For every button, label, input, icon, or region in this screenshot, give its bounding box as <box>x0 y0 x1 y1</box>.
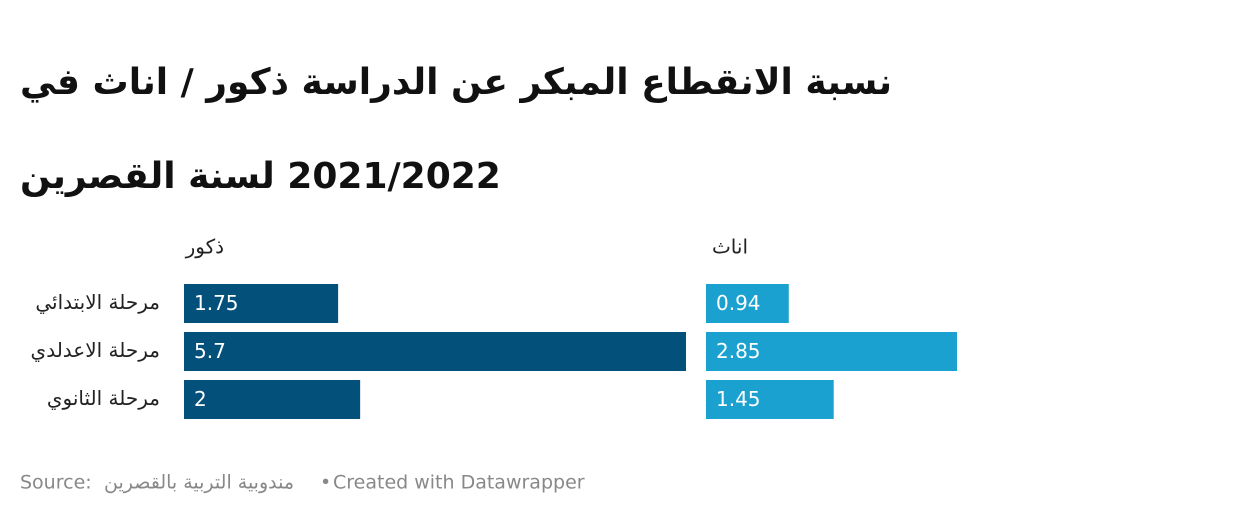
value-label: 5.7 <box>194 339 226 363</box>
category-label: مرحلة الثانوي <box>47 386 160 411</box>
chart-title: نسبة الانقطاع المبكر عن الدراسة ذكور / ا… <box>20 62 893 197</box>
legend-label: ذكور <box>185 235 224 259</box>
value-label: 1.75 <box>194 291 239 315</box>
bar <box>184 284 339 323</box>
bar <box>706 380 834 419</box>
value-label: 0.94 <box>716 291 761 315</box>
bar <box>184 380 361 419</box>
category-label: مرحلة الابتدائي <box>35 290 160 315</box>
source-label: Source: <box>20 472 92 494</box>
value-label: 2.85 <box>716 339 761 363</box>
bar <box>706 332 957 371</box>
value-label: 2 <box>194 387 207 411</box>
value-label: 1.45 <box>716 387 761 411</box>
source: مندوبية التربية بالقصرين <box>104 472 294 494</box>
bar <box>184 332 686 371</box>
bar <box>706 284 789 323</box>
credit: Created with Datawrapper <box>333 472 585 494</box>
category-label: مرحلة الاعدلدي <box>31 338 160 363</box>
separator: • <box>320 472 331 494</box>
legend-label: اناث <box>712 235 748 259</box>
